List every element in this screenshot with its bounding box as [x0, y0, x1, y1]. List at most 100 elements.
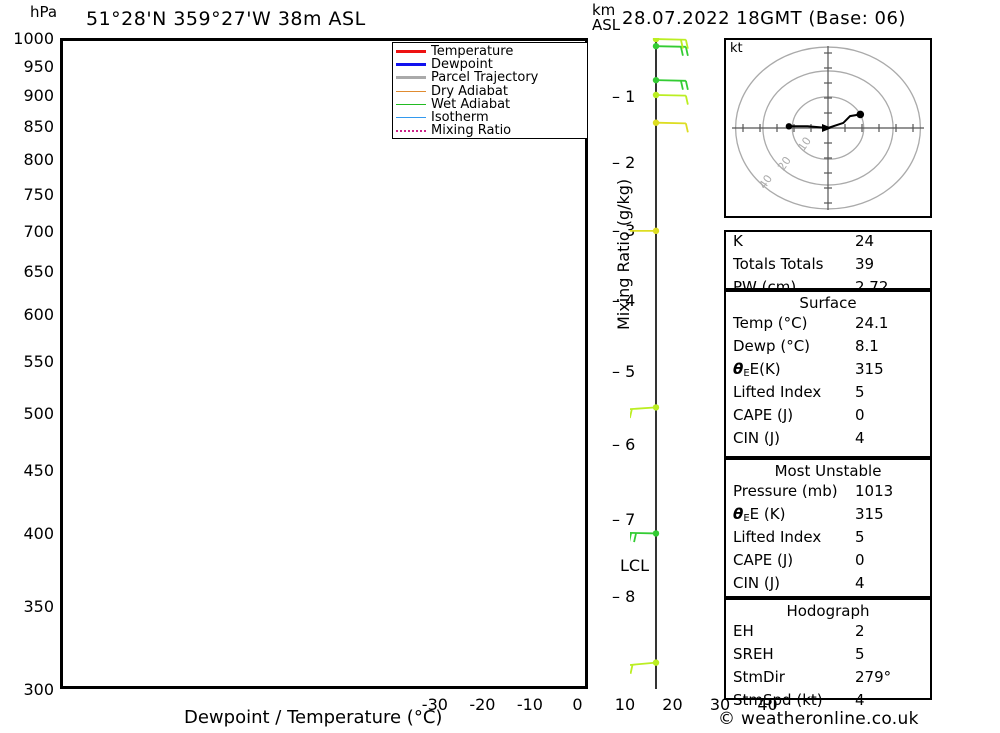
- legend-item: Temperature: [396, 45, 538, 58]
- panel-heading: Surface: [799, 294, 857, 312]
- legend-item: Parcel Trajectory: [396, 70, 539, 86]
- legend-swatch-dewpoint: [396, 58, 431, 71]
- wind-barb: [652, 42, 689, 57]
- info-key: Lifted Index: [733, 528, 822, 546]
- wind-barb: [630, 659, 660, 674]
- info-row: CIN (J) 4: [726, 429, 930, 452]
- pressure-tick-800: 800: [23, 149, 54, 169]
- info-key: Pressure (mb): [733, 482, 838, 500]
- info-row: StmDir 279°: [726, 668, 930, 691]
- height-tick-3: – 3: [612, 221, 636, 241]
- temperature-tick--10: -10: [516, 695, 543, 714]
- height-tick-2: – 2: [612, 153, 636, 173]
- info-value: 1013: [855, 482, 894, 500]
- wind-barb-profile: [630, 38, 689, 689]
- info-value: 5: [855, 528, 865, 546]
- info-key: StmSpd (kt): [733, 691, 823, 709]
- legend-label: Parcel Trajectory: [431, 70, 539, 86]
- pressure-tick-500: 500: [23, 403, 54, 423]
- wind-barb: [630, 227, 660, 235]
- panel-most-unstable: Most Unstable Pressure (mb) 1013 θEE (K) 315…: [724, 458, 932, 598]
- info-row: Totals Totals 39: [726, 255, 930, 278]
- info-key: SREH: [733, 645, 774, 663]
- info-value: 5: [855, 383, 865, 401]
- info-row: EH 2: [726, 622, 930, 645]
- temperature-tick-10: 10: [614, 695, 636, 714]
- legend-label: Dry Adiabat: [431, 83, 508, 99]
- height-tick-5: – 5: [612, 361, 636, 381]
- info-key: StmDir: [733, 668, 785, 686]
- legend-label: Isotherm: [431, 110, 489, 126]
- info-row: θEE(K) 315: [726, 360, 930, 383]
- info-key: EH: [733, 622, 754, 640]
- legend-label: Wet Adiabat: [431, 96, 511, 112]
- info-row: CAPE (J) 0: [726, 406, 930, 429]
- legend-item: Mixing Ratio: [396, 124, 538, 137]
- info-row: SREH 5: [726, 645, 930, 668]
- panel-heading: Hodograph: [786, 602, 870, 620]
- legend-swatch-parcel-trajectory: [396, 71, 431, 84]
- hodograph-unit-label: kt: [730, 41, 743, 56]
- info-row: StmSpd (kt) 4: [726, 691, 930, 714]
- info-value: 4: [855, 574, 865, 592]
- legend-label: Mixing Ratio: [431, 123, 512, 139]
- wind-barb: [630, 404, 660, 419]
- skewt-diagram: 12346810152025: [60, 38, 588, 689]
- info-key: Lifted Index: [733, 383, 822, 401]
- info-key: CIN (J): [733, 429, 781, 447]
- wind-barb: [652, 38, 689, 49]
- legend-swatch-isotherm: [396, 111, 431, 124]
- pressure-tick-950: 950: [23, 56, 54, 76]
- date-title: 28.07.2022 18GMT (Base: 06): [622, 8, 906, 29]
- legend-label: Temperature: [431, 44, 514, 59]
- info-value: 8.1: [855, 337, 879, 355]
- info-key: CAPE (J): [733, 406, 794, 424]
- height-tick-8: – 8: [612, 587, 636, 607]
- info-value: 24.1: [855, 314, 889, 332]
- temperature-tick-20: 20: [662, 695, 683, 714]
- legend-label: Dewpoint: [431, 57, 493, 73]
- info-row: CIN (J) 4: [726, 574, 930, 597]
- info-row: K 24: [726, 232, 930, 255]
- info-row: Pressure (mb) 1013: [726, 482, 930, 505]
- panel-hodograph-stats: Hodograph EH 2 SREH 5 StmDir 279° StmSpd (kt) 4: [724, 598, 932, 709]
- pressure-tick-350: 350: [23, 596, 54, 616]
- info-key: θEE(K): [733, 360, 781, 379]
- legend: Temperature Dewpoint Parcel Trajectory Dry …: [392, 42, 588, 139]
- info-key: K: [733, 232, 743, 250]
- copyright-notice: © weatheronline.co.uk: [718, 709, 919, 729]
- pressure-tick-1000: 1000: [13, 29, 54, 48]
- info-value: 279°: [855, 668, 892, 686]
- info-value: 39: [855, 255, 875, 273]
- info-value: 0: [855, 551, 865, 569]
- info-key: Dewp (°C): [733, 337, 811, 355]
- info-value: 315: [855, 360, 884, 378]
- legend-item: Isotherm: [396, 111, 538, 124]
- info-key: CIN (J): [733, 574, 781, 592]
- info-value: 4: [855, 429, 865, 447]
- wind-barb: [652, 119, 689, 133]
- info-value: 0: [855, 406, 865, 424]
- info-key: θEE (K): [733, 505, 786, 524]
- x-axis-title: Dewpoint / Temperature (°C): [184, 707, 443, 728]
- pressure-tick-400: 400: [23, 524, 54, 544]
- pressure-tick-700: 700: [23, 221, 54, 241]
- info-key: CAPE (J): [733, 551, 794, 569]
- legend-item: Wet Adiabat: [396, 98, 538, 111]
- info-row: Temp (°C) 24.1: [726, 314, 930, 337]
- temperature-tick-0: 0: [572, 695, 583, 714]
- pressure-tick-600: 600: [23, 305, 54, 325]
- pressure-tick-750: 750: [23, 184, 54, 204]
- height-tick-1: – 1: [612, 86, 636, 106]
- legend-swatch-wet-adiabat: [396, 98, 431, 111]
- height-axis-unit-asl: ASL: [592, 16, 621, 34]
- hodograph-panel: 10 20 40: [724, 38, 932, 218]
- info-key: Totals Totals: [733, 255, 824, 273]
- wind-barb: [652, 76, 689, 91]
- pressure-tick-550: 550: [23, 352, 54, 372]
- pressure-axis-unit: hPa: [30, 3, 58, 21]
- pressure-tick-300: 300: [23, 680, 54, 699]
- legend-item: Dewpoint: [396, 58, 538, 71]
- height-axis-unit-km: km: [592, 1, 616, 19]
